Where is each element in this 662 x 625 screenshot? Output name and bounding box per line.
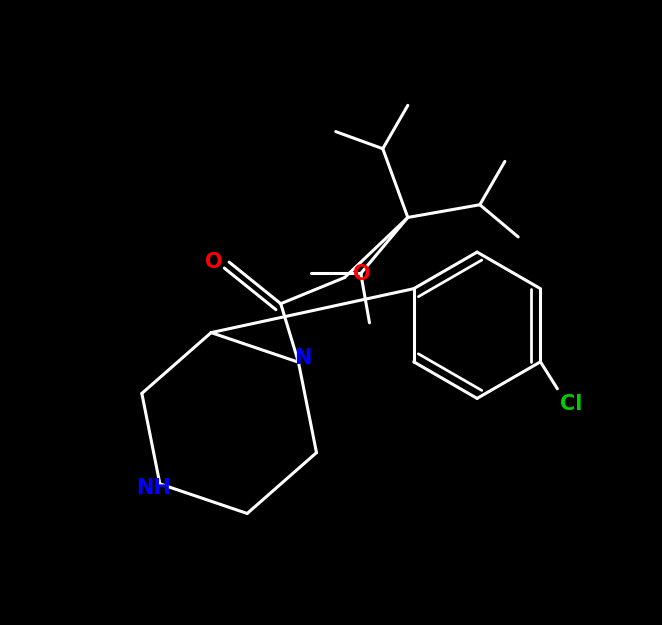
Text: NH: NH xyxy=(136,478,171,498)
Text: Cl: Cl xyxy=(560,394,583,414)
Text: N: N xyxy=(294,348,311,368)
Text: O: O xyxy=(205,252,222,272)
Text: O: O xyxy=(353,264,371,284)
